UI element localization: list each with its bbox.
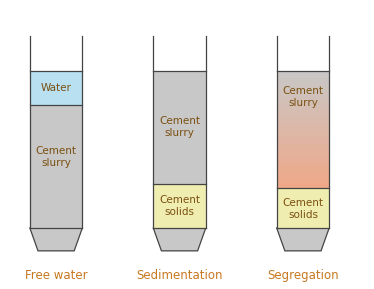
Text: Water: Water bbox=[41, 83, 71, 93]
Text: Segregation: Segregation bbox=[267, 269, 339, 282]
Text: Sedimentation: Sedimentation bbox=[136, 269, 223, 282]
Bar bbox=[30, 36, 82, 71]
Bar bbox=[277, 188, 329, 228]
Bar bbox=[153, 71, 206, 184]
Text: Cement
slurry: Cement slurry bbox=[159, 116, 200, 138]
Bar bbox=[153, 36, 206, 71]
Polygon shape bbox=[30, 228, 82, 251]
Bar bbox=[277, 36, 329, 71]
Text: Cement
solids: Cement solids bbox=[282, 198, 324, 220]
Text: Cement
slurry: Cement slurry bbox=[36, 146, 77, 168]
Bar bbox=[30, 105, 82, 228]
Bar bbox=[153, 184, 206, 228]
Polygon shape bbox=[277, 228, 329, 251]
Bar bbox=[30, 71, 82, 105]
Polygon shape bbox=[153, 228, 206, 251]
Text: Cement
solids: Cement solids bbox=[159, 194, 200, 217]
Text: Free water: Free water bbox=[25, 269, 88, 282]
Text: Cement
slurry: Cement slurry bbox=[282, 86, 324, 108]
